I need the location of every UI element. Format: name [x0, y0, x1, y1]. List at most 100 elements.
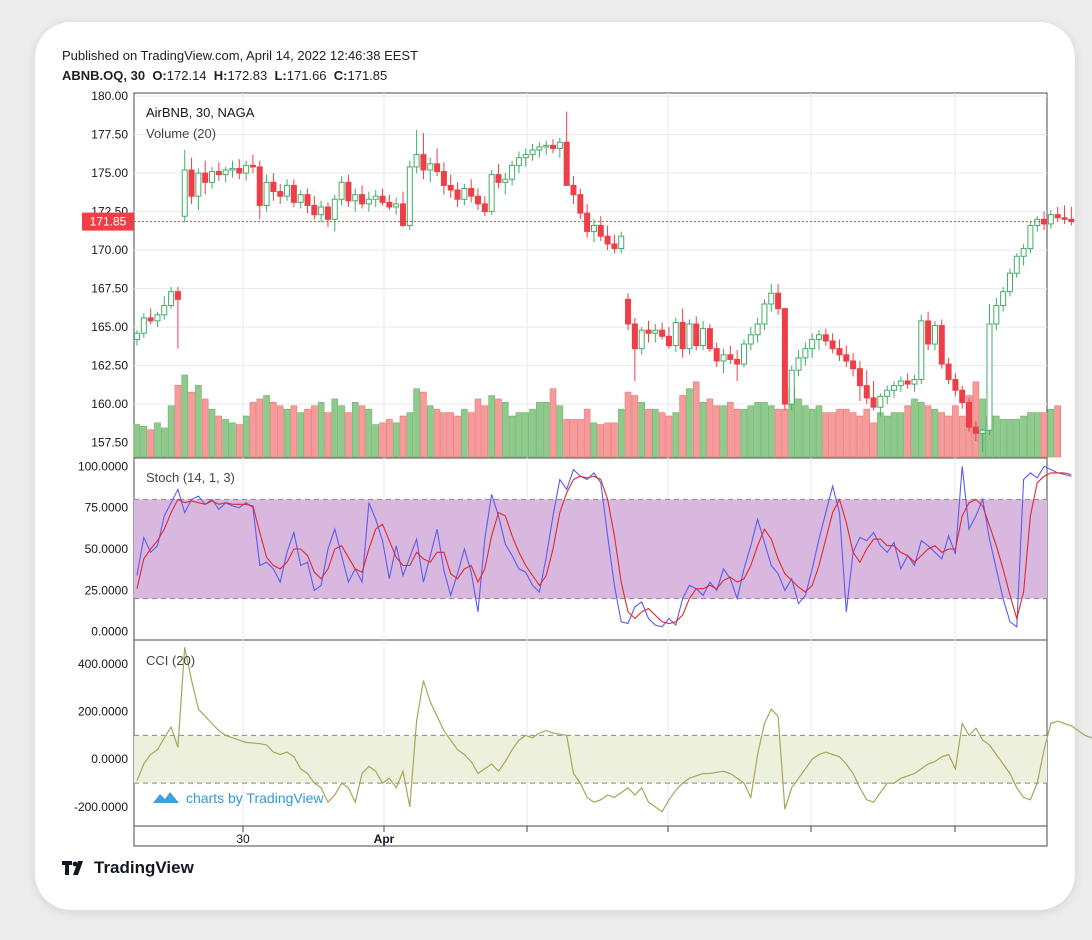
candle-body — [891, 385, 898, 391]
volume-bar — [754, 402, 761, 458]
candle-body — [836, 348, 843, 356]
volume-bar — [706, 398, 714, 458]
open-label: O: — [152, 68, 167, 83]
volume-bar — [808, 408, 816, 458]
candle-body — [925, 320, 932, 345]
volume-bar — [849, 412, 857, 458]
candle-body — [365, 198, 372, 205]
volume-bar — [870, 422, 877, 458]
candle-body — [590, 224, 597, 233]
stoch-axis-label: 75.0000 — [85, 501, 129, 515]
volume-bar — [399, 415, 407, 458]
volume-bar — [426, 405, 434, 458]
volume-bar — [1054, 405, 1061, 458]
volume-bar — [979, 398, 986, 458]
volume-bar — [1040, 412, 1048, 458]
candle-body — [638, 329, 645, 350]
volume-bar — [665, 415, 673, 458]
candle-body — [195, 172, 202, 197]
candle-body — [406, 166, 413, 226]
candle-body — [761, 303, 768, 325]
volume-bar — [297, 412, 304, 458]
watermark: charts by TradingView — [153, 790, 324, 806]
candle-body — [945, 363, 952, 380]
volume-bar — [351, 402, 359, 458]
volume-bar — [624, 391, 632, 458]
candle-body — [297, 194, 304, 203]
volume-bar — [188, 391, 195, 458]
last-price-label: 171.85 — [90, 215, 127, 229]
last-price-tag — [82, 212, 134, 231]
candle-body — [686, 323, 693, 350]
candle-body — [447, 184, 454, 191]
volume-bar — [781, 408, 789, 458]
candle-body — [563, 141, 570, 186]
candle-body — [222, 169, 229, 176]
symbol-label: ABNB.OQ, 30 — [62, 68, 146, 83]
stoch-axis-label: 50.0000 — [85, 542, 129, 556]
volume-bar — [597, 424, 605, 458]
candle-body — [386, 201, 393, 208]
volume-bar — [958, 415, 966, 458]
volume-bar — [365, 408, 373, 458]
candle-body — [863, 385, 870, 399]
candle-body — [522, 154, 529, 159]
volume-bar — [583, 408, 591, 458]
candle-body — [911, 378, 918, 385]
candle-body — [618, 235, 625, 250]
price-axis-label: 177.50 — [91, 128, 128, 142]
volume-bar — [542, 402, 550, 458]
volume-bar — [686, 388, 693, 458]
volume-bar — [386, 419, 393, 458]
candle-body — [270, 181, 277, 193]
volume-bar — [1033, 412, 1041, 458]
candle-body — [938, 325, 945, 365]
candle-body — [181, 169, 188, 217]
volume-bar — [181, 374, 189, 458]
candle-body — [372, 195, 379, 200]
candle-body — [986, 323, 993, 431]
candle-body — [993, 305, 1000, 325]
candle-body — [652, 329, 659, 334]
volume-bar — [652, 408, 659, 458]
tradingview-brand[interactable]: TradingView — [62, 858, 194, 878]
candle-body — [188, 169, 195, 197]
volume-bar — [201, 398, 209, 458]
tradingview-cloud-icon — [153, 792, 179, 803]
volume-bar — [345, 412, 352, 458]
candle-body — [481, 203, 488, 213]
tradingview-logo-icon — [62, 861, 83, 875]
candle-body — [850, 360, 857, 370]
candle-body — [713, 348, 720, 362]
candle-body — [584, 212, 591, 233]
ohlc-readout: ABNB.OQ, 30 O:172.14 H:172.83 L:171.66 C… — [62, 68, 387, 83]
candle-body — [290, 184, 297, 203]
candle-body — [775, 292, 782, 310]
volume-bar — [133, 424, 141, 458]
volume-bar — [311, 405, 318, 458]
candle-body — [856, 368, 863, 387]
volume-bar — [617, 408, 625, 458]
close-label: C: — [333, 68, 348, 83]
candle-body — [215, 171, 222, 176]
volume-bar — [488, 395, 495, 458]
candle-body — [468, 187, 475, 197]
volume-bar — [229, 422, 236, 458]
volume-bar — [358, 405, 366, 458]
stoch-band — [134, 499, 1047, 599]
volume-bar — [747, 405, 755, 458]
candle-body — [277, 191, 284, 197]
candle-body — [1006, 272, 1013, 293]
volume-bar — [795, 398, 802, 458]
volume-bar — [658, 412, 666, 458]
candle-body — [461, 187, 468, 200]
candle-body — [802, 348, 809, 359]
volume-bar — [167, 405, 175, 458]
volume-bar — [576, 419, 584, 458]
candle-body — [209, 171, 216, 183]
volume-bar — [856, 415, 864, 458]
candle-body — [952, 378, 959, 391]
volume-bar — [890, 412, 898, 458]
volume-legend: Volume (20) — [146, 126, 216, 141]
